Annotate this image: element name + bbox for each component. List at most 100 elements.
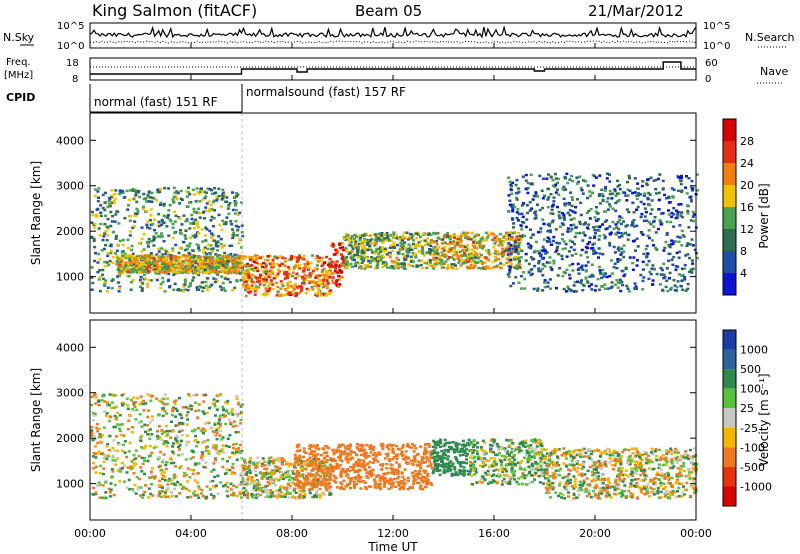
data-cell <box>377 451 381 454</box>
data-cell <box>328 493 332 496</box>
data-cell <box>175 190 179 193</box>
data-cell <box>208 229 212 233</box>
data-cell <box>202 393 206 397</box>
data-cell <box>667 196 671 199</box>
data-cell <box>187 285 191 288</box>
data-cell <box>400 454 404 457</box>
data-cell <box>235 263 239 266</box>
data-cell <box>561 274 565 278</box>
data-cell <box>568 264 572 267</box>
data-cell <box>155 253 159 256</box>
data-cell <box>255 255 259 259</box>
data-cell <box>147 237 151 241</box>
data-cell <box>446 242 450 246</box>
data-cell <box>330 272 334 275</box>
data-cell <box>690 189 694 192</box>
data-cell <box>232 262 236 265</box>
data-cell <box>165 444 169 448</box>
data-cell <box>111 470 115 473</box>
data-cell <box>573 211 577 214</box>
data-cell <box>515 235 519 238</box>
data-cell <box>271 283 275 286</box>
data-cell <box>132 263 136 266</box>
data-cell <box>277 467 281 470</box>
data-cell <box>452 233 456 236</box>
data-cell <box>535 240 538 244</box>
data-cell <box>478 241 481 244</box>
data-cell <box>565 255 569 258</box>
data-cell <box>261 490 265 493</box>
data-cell <box>547 237 551 241</box>
data-cell <box>146 196 150 199</box>
data-cell <box>524 259 528 262</box>
data-cell <box>243 481 247 484</box>
data-cell <box>259 487 263 490</box>
data-cell <box>318 487 322 491</box>
data-cell <box>101 434 104 437</box>
data-cell <box>195 393 199 397</box>
data-cell <box>198 211 202 215</box>
data-cell <box>125 397 129 401</box>
data-cell <box>367 471 370 474</box>
data-cell <box>238 258 242 262</box>
data-cell <box>223 484 227 487</box>
data-cell <box>610 281 614 284</box>
data-cell <box>262 487 266 491</box>
data-cell <box>677 240 681 243</box>
data-cell <box>544 252 548 255</box>
data-cell <box>529 246 533 250</box>
data-cell <box>416 476 420 480</box>
data-cell <box>496 250 500 253</box>
data-cell <box>399 247 402 251</box>
data-cell <box>157 399 161 403</box>
data-cell <box>401 242 404 246</box>
data-cell <box>108 259 112 263</box>
data-cell <box>429 261 432 264</box>
data-cell <box>612 245 616 249</box>
data-cell <box>212 462 216 465</box>
data-cell <box>157 222 161 225</box>
data-cell <box>166 254 170 258</box>
data-cell <box>154 232 158 235</box>
data-cell <box>279 491 283 494</box>
data-cell <box>578 222 582 226</box>
data-cell <box>579 254 583 257</box>
data-cell <box>446 264 450 267</box>
data-cell <box>269 495 273 498</box>
data-cell <box>452 258 456 261</box>
data-cell <box>114 189 118 192</box>
data-cell <box>209 256 213 259</box>
data-cell <box>101 472 105 476</box>
data-cell <box>277 268 281 271</box>
data-cell <box>442 266 446 269</box>
data-cell <box>685 244 689 247</box>
data-cell <box>235 224 238 228</box>
data-cell <box>212 269 216 272</box>
data-cell <box>105 225 109 229</box>
data-cell <box>222 261 226 264</box>
data-cell <box>584 180 588 183</box>
data-cell <box>619 253 623 256</box>
data-cell <box>278 486 282 489</box>
data-cell <box>213 430 216 433</box>
data-cell <box>649 212 653 216</box>
data-cell <box>626 180 629 184</box>
data-cell <box>360 234 364 237</box>
data-cell <box>347 243 351 247</box>
data-cell <box>275 256 279 260</box>
data-cell <box>417 233 420 236</box>
data-cell <box>517 242 521 245</box>
data-cell <box>506 253 510 256</box>
data-cell <box>96 441 100 445</box>
data-cell <box>103 400 107 403</box>
data-cell <box>294 491 298 495</box>
data-cell <box>353 486 356 489</box>
data-cell <box>271 287 275 291</box>
data-cell <box>388 246 392 249</box>
data-cell <box>298 285 302 288</box>
data-cell <box>156 266 159 270</box>
data-cell <box>97 403 101 407</box>
data-cell <box>679 203 683 206</box>
data-cell <box>249 290 253 293</box>
